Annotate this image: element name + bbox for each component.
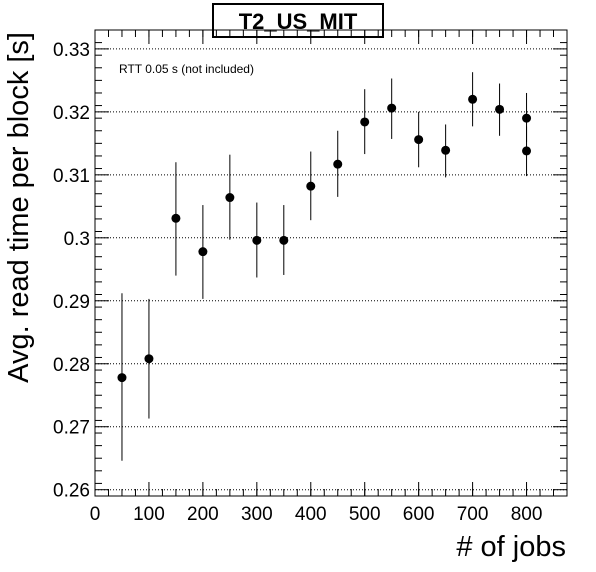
y-tick-label: 0.31 [53, 166, 90, 187]
data-point [171, 213, 181, 223]
data-points [117, 72, 532, 461]
x-axis-label: # of jobs [456, 531, 566, 563]
data-point [306, 181, 316, 191]
data-point [144, 354, 154, 364]
y-tick-label: 0.28 [53, 355, 90, 376]
data-point [225, 193, 235, 203]
data-point [333, 159, 343, 169]
data-point [468, 94, 478, 104]
x-tick-label: 200 [187, 504, 219, 525]
y-tick-label: 0.32 [53, 103, 90, 124]
x-tick-label: 700 [457, 504, 489, 525]
data-point [522, 146, 532, 156]
data-point [414, 135, 424, 145]
plot-frame [94, 29, 568, 497]
x-tick-label: 0 [90, 504, 101, 525]
data-point [360, 117, 370, 127]
chart-title-box: T2_US_MIT [212, 3, 384, 38]
data-point [279, 235, 289, 245]
axis-ticks [94, 30, 568, 497]
y-axis-label: Avg. read time per block [s] [3, 32, 35, 383]
x-tick-label: 500 [349, 504, 381, 525]
y-tick-label: 0.29 [53, 292, 90, 313]
x-tick-label: 100 [133, 504, 165, 525]
y-tick-label: 0.26 [53, 481, 90, 502]
x-tick-label: 300 [241, 504, 273, 525]
y-tick-label: 0.27 [53, 418, 90, 439]
grid-lines [95, 48, 567, 491]
data-point [198, 247, 208, 257]
data-point [441, 145, 451, 155]
annotation-text: RTT 0.05 s (not included) [119, 62, 254, 76]
x-tick-label: 800 [511, 504, 543, 525]
y-tick-label: 0.33 [53, 40, 90, 61]
x-tick-label: 400 [295, 504, 327, 525]
data-point [117, 373, 127, 383]
data-point [495, 104, 505, 114]
y-tick-label: 0.3 [64, 229, 90, 250]
data-point [387, 103, 397, 113]
data-point [522, 113, 532, 123]
x-tick-label: 600 [403, 504, 435, 525]
tick-labels: 0.26 0.27 0.28 0.29 0.3 0.31 0.32 0.33 0 100 200 30… [53, 40, 542, 525]
data-point [252, 235, 262, 245]
